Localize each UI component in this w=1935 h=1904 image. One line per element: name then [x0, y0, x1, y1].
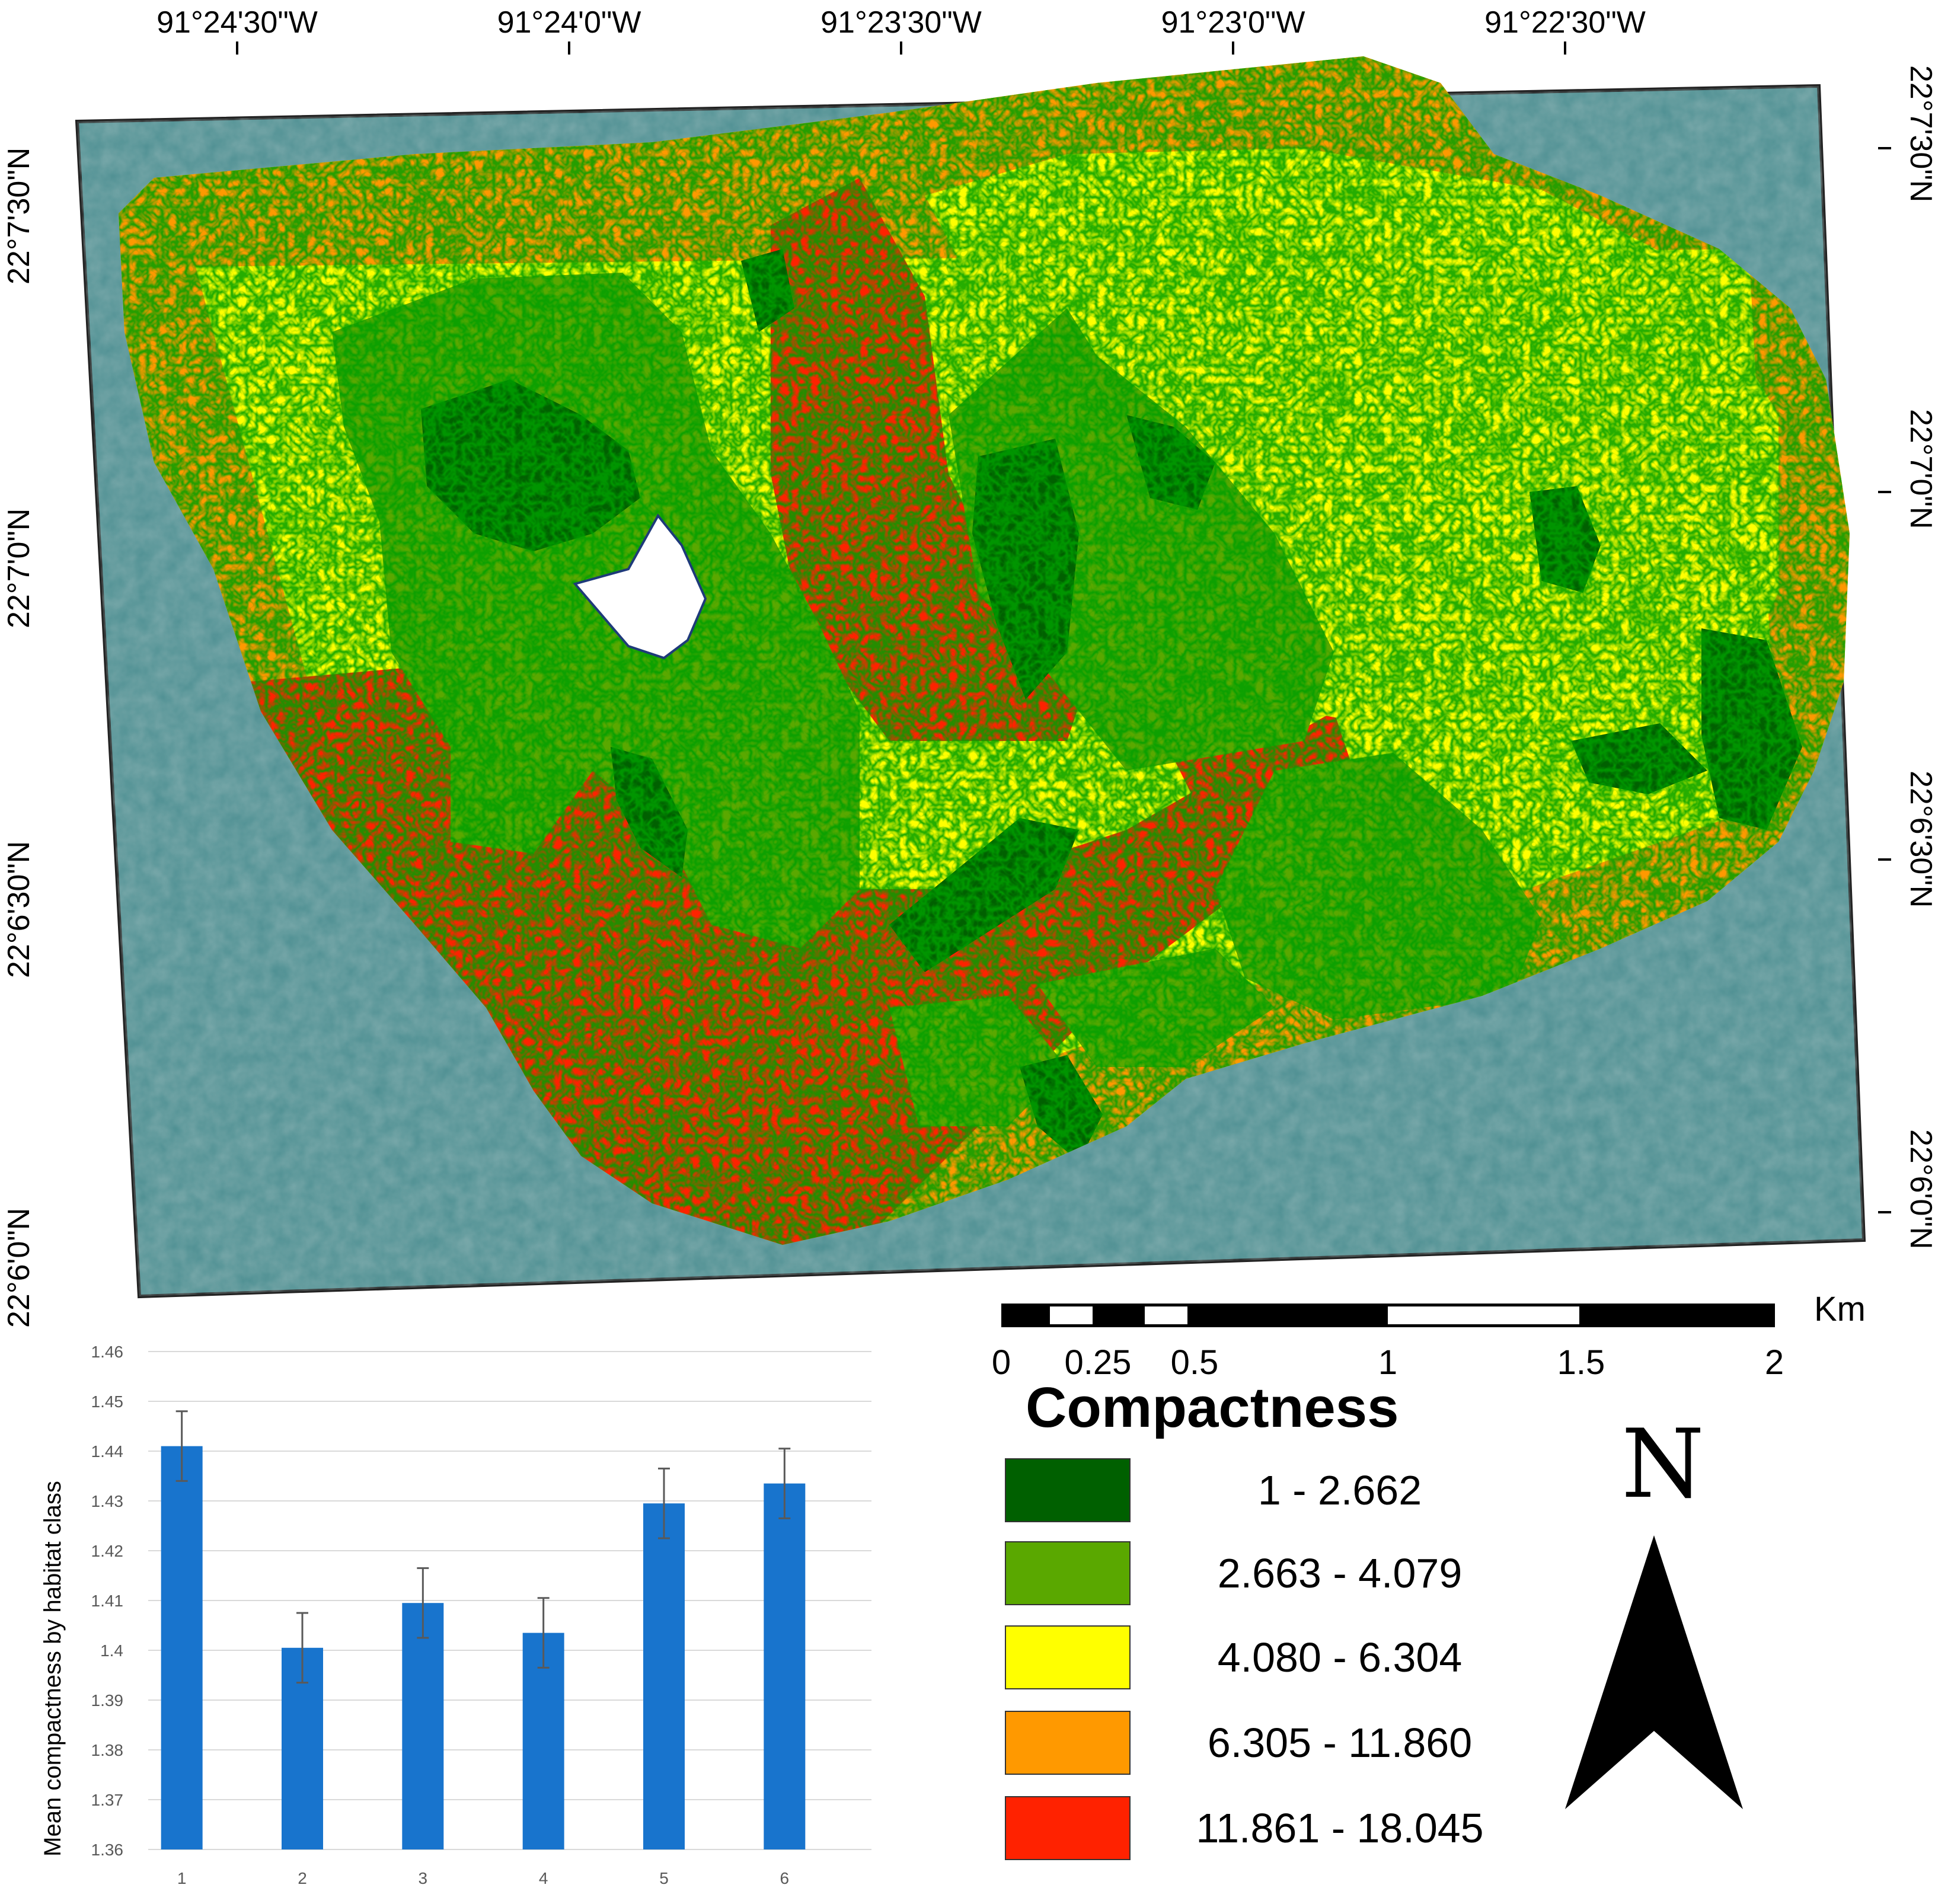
lat-tick-label: 22°6'0"N: [2, 1207, 36, 1328]
legend-swatch: [1005, 1541, 1131, 1605]
lon-tick-label: 91°23'30"W: [820, 5, 982, 40]
legend-label: 11.861 - 18.045: [1196, 1805, 1484, 1851]
lat-tick-label: 22°6'30"N: [1904, 771, 1935, 908]
y-tick-label: 1.4: [100, 1641, 123, 1660]
scale-label: 0.25: [1064, 1343, 1132, 1382]
scale-label: 0.5: [1170, 1343, 1219, 1382]
legend-swatch: [1005, 1458, 1131, 1522]
lat-tick-label: 22°7'30"N: [2, 147, 36, 285]
legend-item: 11.861 - 18.045: [1005, 1796, 1538, 1861]
y-tick-label: 1.44: [91, 1442, 124, 1461]
lon-tick-label: 91°24'30"W: [157, 5, 318, 40]
lon-tick-label: 91°23'0"W: [1161, 5, 1305, 40]
error-bar: [417, 1567, 429, 1639]
north-label: N: [1621, 1408, 1704, 1519]
bar: [643, 1503, 685, 1849]
legend-label: 2.663 - 4.079: [1217, 1550, 1463, 1596]
bar: [522, 1633, 564, 1849]
legend-swatch: [1005, 1711, 1131, 1775]
chart-bars: [161, 1446, 806, 1849]
scale-label: 2: [1764, 1343, 1784, 1382]
legend-item: 4.080 - 6.304: [1005, 1625, 1538, 1691]
lake: [573, 513, 707, 660]
bar: [764, 1483, 806, 1849]
lat-tick-label: 22°7'0"N: [1904, 409, 1935, 529]
lat-tick-label: 22°7'30"N: [1904, 65, 1935, 203]
legend-label: 6.305 - 11.860: [1207, 1720, 1473, 1766]
scale-bar: [1001, 1304, 1775, 1327]
top-tick-marks: [236, 41, 1566, 55]
bar-chart: 1.46 1.45 1.44 1.43 1.42 1.41 1.4 1.39 1.38 1.37 1…: [40, 1343, 871, 1887]
chart-x-ticks: 1 2 3 4 5 6: [177, 1869, 789, 1887]
lon-tick-label: 91°24'0"W: [497, 5, 641, 40]
legend-swatch: [1005, 1796, 1131, 1860]
x-tick-label: 2: [298, 1869, 307, 1887]
chart-y-label: Mean compactness by habitat class: [40, 1481, 66, 1857]
x-tick-label: 3: [419, 1869, 428, 1887]
error-bar: [537, 1597, 550, 1669]
scale-label: 0: [991, 1343, 1011, 1382]
scale-label: 1: [1378, 1343, 1398, 1382]
y-tick-label: 1.39: [91, 1691, 124, 1710]
lat-tick-label: 22°6'0"N: [1904, 1129, 1935, 1250]
y-tick-label: 1.46: [91, 1343, 124, 1361]
y-tick-label: 1.38: [91, 1741, 124, 1759]
error-bar: [778, 1448, 791, 1519]
north-arrow-icon: [1565, 1535, 1743, 1809]
x-tick-label: 1: [177, 1869, 187, 1887]
map-svg: [75, 41, 1891, 1299]
legend-title: Compactness: [1026, 1376, 1399, 1439]
scale-unit: Km: [1814, 1290, 1866, 1328]
chart-y-ticks: 1.46 1.45 1.44 1.43 1.42 1.41 1.4 1.39 1.38 1.37 1…: [91, 1343, 124, 1859]
legend-item: 6.305 - 11.860: [1005, 1711, 1538, 1776]
bar: [402, 1603, 444, 1849]
x-tick-label: 4: [539, 1869, 548, 1887]
legend-swatch: [1005, 1625, 1131, 1689]
map-panel: 91°24'30"W 91°24'0"W 91°23'30"W 91°23'0"…: [2, 5, 1935, 1328]
error-bar: [296, 1612, 308, 1684]
lon-tick-label: 91°22'30"W: [1484, 5, 1646, 40]
scale-label: 1.5: [1557, 1343, 1605, 1382]
error-bar: [658, 1467, 670, 1539]
y-tick-label: 1.41: [91, 1592, 124, 1610]
error-bar: [175, 1410, 188, 1482]
y-tick-label: 1.45: [91, 1392, 124, 1411]
lat-tick-label: 22°7'0"N: [2, 508, 36, 628]
y-tick-label: 1.36: [91, 1841, 124, 1859]
legend-item: 2.663 - 4.079: [1005, 1541, 1538, 1606]
legend-label: 4.080 - 6.304: [1217, 1634, 1463, 1681]
chart-error-bars: [175, 1410, 791, 1684]
chart-grid: [148, 1351, 871, 1850]
right-tick-marks: [1878, 147, 1891, 1213]
bar: [161, 1446, 203, 1849]
x-tick-label: 5: [659, 1869, 669, 1887]
lat-tick-label: 22°6'30"N: [2, 841, 36, 978]
y-tick-label: 1.42: [91, 1542, 124, 1560]
y-tick-label: 1.37: [91, 1791, 124, 1809]
legend-item: 1 - 2.662: [1005, 1458, 1538, 1523]
x-tick-label: 6: [780, 1869, 790, 1887]
legend-label: 1 - 2.662: [1257, 1467, 1422, 1513]
y-tick-label: 1.43: [91, 1492, 124, 1510]
